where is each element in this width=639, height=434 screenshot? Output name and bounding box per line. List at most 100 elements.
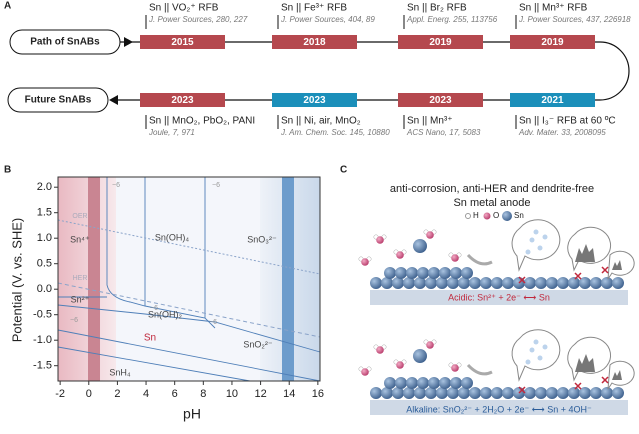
sn-atom	[546, 277, 558, 289]
citation: J. Am. Chem. Soc. 145, 10880	[280, 128, 390, 137]
sn-atom	[461, 267, 473, 279]
substrate	[370, 290, 628, 305]
citation: Adv. Mater. 33, 2008095	[518, 128, 606, 137]
pill	[9, 29, 121, 55]
cross	[601, 266, 609, 274]
axes: -2 0 2 4 6 8 10 12 14 16 -1.5 -1.0 -0.5 0.0 0.5 1.0 1.5 2…	[33, 181, 324, 400]
acid-band	[88, 177, 100, 381]
sn-atom	[469, 277, 481, 289]
sn-atom	[384, 377, 396, 389]
year: 2019	[541, 37, 564, 48]
bubble	[567, 336, 612, 382]
sn-atom	[557, 387, 569, 399]
oxygen	[376, 346, 384, 354]
year-box	[398, 35, 483, 49]
contour-label: −6	[112, 182, 120, 189]
h2-bubble	[525, 249, 531, 255]
year: 2015	[171, 37, 194, 48]
sn-atom	[406, 377, 418, 389]
reaction: Acidic: Sn²⁺ + 2e⁻ ⟷ Sn	[448, 292, 550, 302]
legend-swatch	[465, 213, 471, 219]
contour-label: −6	[209, 319, 217, 326]
x-tick-label: 10	[226, 388, 238, 400]
bubble	[607, 360, 635, 390]
sn-atom	[417, 377, 429, 389]
region-label: Sn(OH)₂	[148, 309, 183, 319]
boundary	[106, 177, 216, 329]
y-tick-label: 1.5	[37, 207, 52, 219]
sn-atom	[406, 267, 418, 279]
oer-line	[57, 219, 321, 275]
h2-bubble	[537, 245, 543, 251]
bubble	[511, 219, 561, 272]
cross	[574, 272, 582, 280]
sn-atom	[480, 277, 492, 289]
legend-label: H	[473, 211, 479, 220]
y-tick-label: 0.5	[37, 258, 52, 270]
oxygen	[426, 341, 434, 349]
sn-atom	[491, 277, 503, 289]
sn-atom	[392, 277, 404, 289]
timeline	[118, 41, 630, 101]
x-tick-label: 8	[200, 388, 206, 400]
sn-atom	[579, 387, 591, 399]
region-label: SnO₃²⁻	[247, 234, 277, 244]
sn-atom	[524, 387, 536, 399]
oxygen	[361, 258, 369, 266]
boundary	[57, 304, 321, 353]
sn-atom	[370, 387, 382, 399]
citation: Joule, 7, 971	[148, 128, 195, 137]
year: 2023	[429, 95, 452, 106]
sn-atom	[425, 277, 437, 289]
arrow	[466, 253, 493, 266]
x-tick-label: -2	[55, 388, 65, 400]
region-label: OER	[72, 213, 87, 220]
sn-atom	[502, 387, 514, 399]
sn-atom	[579, 277, 591, 289]
sn-atom	[590, 277, 602, 289]
sn-atom	[535, 387, 547, 399]
title: anti-corrosion, anti-HER and dendrite-fr…	[390, 183, 594, 195]
dendrite	[612, 260, 622, 270]
sn-atom	[557, 277, 569, 289]
sn-atom	[381, 277, 393, 289]
region-label: Sn⁴⁺	[70, 234, 90, 244]
sn-atom	[395, 267, 407, 279]
sn-atom	[392, 387, 404, 399]
h2-bubble	[529, 237, 535, 243]
legend-label: O	[493, 211, 499, 220]
sn-ion	[413, 239, 427, 253]
sn-atom	[447, 387, 459, 399]
year-box	[272, 35, 357, 49]
panel-label: B	[4, 165, 11, 176]
sn-atom	[450, 267, 462, 279]
illustration	[358, 219, 635, 415]
legend-swatch	[483, 212, 491, 220]
x-tick-label: 12	[254, 388, 266, 400]
cross	[574, 382, 582, 390]
bubble	[511, 329, 561, 382]
contour-label: −6	[212, 182, 220, 189]
citation: J. Power Sources, 437, 226918	[518, 15, 631, 24]
y-tick-label: 0.0	[37, 283, 52, 295]
h2-bubble	[542, 234, 548, 240]
arrow	[466, 363, 493, 376]
sn-atom	[601, 387, 613, 399]
phase-lines	[57, 177, 321, 382]
system: Sn || Mn³⁺	[407, 116, 452, 127]
citation: ACS Nano, 17, 5083	[406, 128, 481, 137]
bubble	[607, 250, 635, 280]
oxygen	[396, 251, 404, 259]
oxygen	[361, 368, 369, 376]
sn-atom	[469, 387, 481, 399]
system: Sn || Fe³⁺ RFB	[281, 3, 347, 14]
sn-atom	[439, 377, 451, 389]
plot-frame	[57, 176, 321, 382]
contour-label: −6	[70, 317, 78, 324]
boundary	[57, 329, 321, 382]
citation: Appl. Energ. 255, 113756	[406, 15, 498, 24]
sn-atom	[414, 387, 426, 399]
pill-label: Future SnABs	[25, 95, 92, 106]
contour-label: −6	[150, 305, 158, 312]
